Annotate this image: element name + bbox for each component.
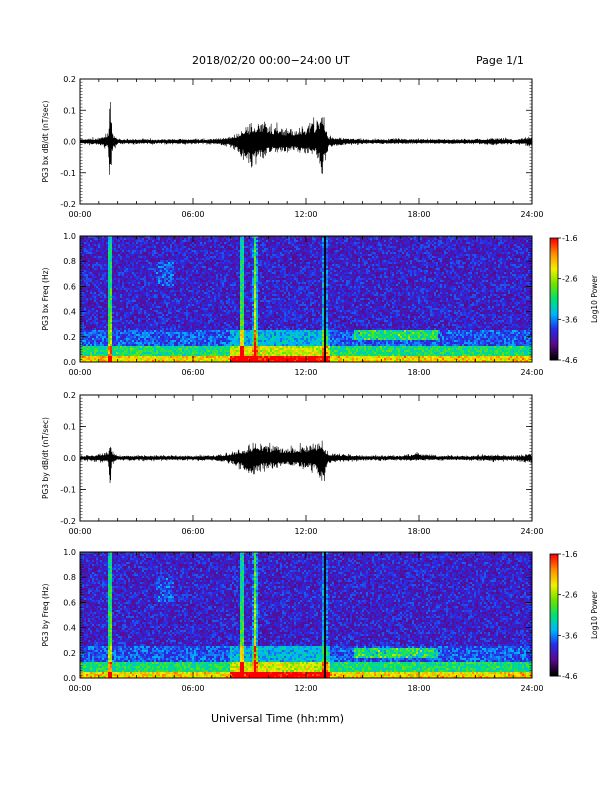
x-tick-label: 06:00 [181, 684, 204, 693]
x-tick-label: 18:00 [407, 684, 430, 693]
plot-frame [79, 78, 533, 205]
plot-frame [79, 551, 533, 679]
y-tick-label: 0.8 [63, 257, 76, 266]
colorbar-frame [549, 553, 559, 677]
dbdt-trace [79, 440, 533, 484]
x-tick-label: 24:00 [520, 368, 543, 377]
colorbar-tick-label: -2.6 [562, 591, 578, 600]
x-tick-label: 00:00 [68, 368, 91, 377]
y-tick-label: 0.2 [63, 333, 76, 342]
x-tick-label: 24:00 [520, 684, 543, 693]
dbdt-trace [79, 101, 533, 175]
x-tick-label: 12:00 [294, 527, 317, 536]
colorbar-frame [549, 237, 559, 361]
x-tick-label: 18:00 [407, 210, 430, 219]
y-axis-label: PG3 bx dB/dt (nT/sec) [41, 100, 50, 182]
x-tick-label: 00:00 [68, 210, 91, 219]
y-tick-label: 0.2 [63, 649, 76, 658]
y-tick-label: 0.2 [63, 75, 76, 84]
spectrogram [80, 236, 533, 363]
y-axis-label: PG3 by Freq (Hz) [41, 583, 50, 646]
y-tick-label: 1.0 [63, 232, 76, 241]
x-tick-label: 12:00 [294, 368, 317, 377]
plot-frame [79, 394, 533, 522]
y-tick-label: 0.4 [63, 308, 76, 317]
colorbar [550, 238, 558, 361]
y-tick-label: -0.2 [60, 517, 76, 526]
x-tick-label: 24:00 [520, 210, 543, 219]
plot-frame [79, 235, 533, 363]
y-tick-label: 1.0 [63, 548, 76, 557]
x-tick-label: 00:00 [68, 527, 91, 536]
colorbar-tick-label: -2.6 [562, 275, 578, 284]
y-tick-label: 0.1 [63, 423, 76, 432]
y-tick-label: 0.6 [63, 282, 76, 291]
y-tick-label: 0.0 [63, 138, 76, 147]
y-tick-label: -0.2 [60, 200, 76, 209]
colorbar-tick-label: -4.6 [562, 356, 578, 365]
colorbar-tick-label: -4.6 [562, 672, 578, 681]
x-tick-label: 06:00 [181, 210, 204, 219]
x-axis-label: Universal Time (hh:mm) [211, 712, 344, 725]
colorbar-tick-label: -1.6 [562, 234, 578, 243]
y-tick-label: -0.1 [60, 486, 76, 495]
y-tick-label: 0.0 [63, 358, 76, 367]
colorbar-tick-label: -3.6 [562, 631, 578, 640]
page-number: Page 1/1 [476, 54, 524, 67]
spectrogram [80, 552, 533, 679]
colorbar-label: Log10 Power [590, 590, 599, 639]
x-tick-label: 12:00 [294, 684, 317, 693]
page-title: 2018/02/20 00:00−24:00 UT [192, 54, 350, 67]
x-tick-label: 06:00 [181, 527, 204, 536]
colorbar-tick-label: -3.6 [562, 315, 578, 324]
y-axis-label: PG3 by dB/dt (nT/sec) [41, 417, 50, 499]
y-tick-label: 0.6 [63, 598, 76, 607]
colorbar-label: Log10 Power [590, 274, 599, 323]
x-tick-label: 06:00 [181, 368, 204, 377]
y-axis-label: PG3 bx Freq (Hz) [41, 267, 50, 330]
y-tick-label: 0.4 [63, 624, 76, 633]
y-tick-label: 0.8 [63, 573, 76, 582]
y-tick-label: 0.0 [63, 674, 76, 683]
x-tick-label: 18:00 [407, 527, 430, 536]
x-tick-label: 18:00 [407, 368, 430, 377]
colorbar-tick-label: -1.6 [562, 550, 578, 559]
x-tick-label: 12:00 [294, 210, 317, 219]
y-tick-label: 0.2 [63, 391, 76, 400]
colorbar [550, 554, 558, 677]
x-tick-label: 24:00 [520, 527, 543, 536]
y-tick-label: 0.1 [63, 106, 76, 115]
y-tick-label: 0.0 [63, 454, 76, 463]
x-tick-label: 00:00 [68, 684, 91, 693]
y-tick-label: -0.1 [60, 169, 76, 178]
